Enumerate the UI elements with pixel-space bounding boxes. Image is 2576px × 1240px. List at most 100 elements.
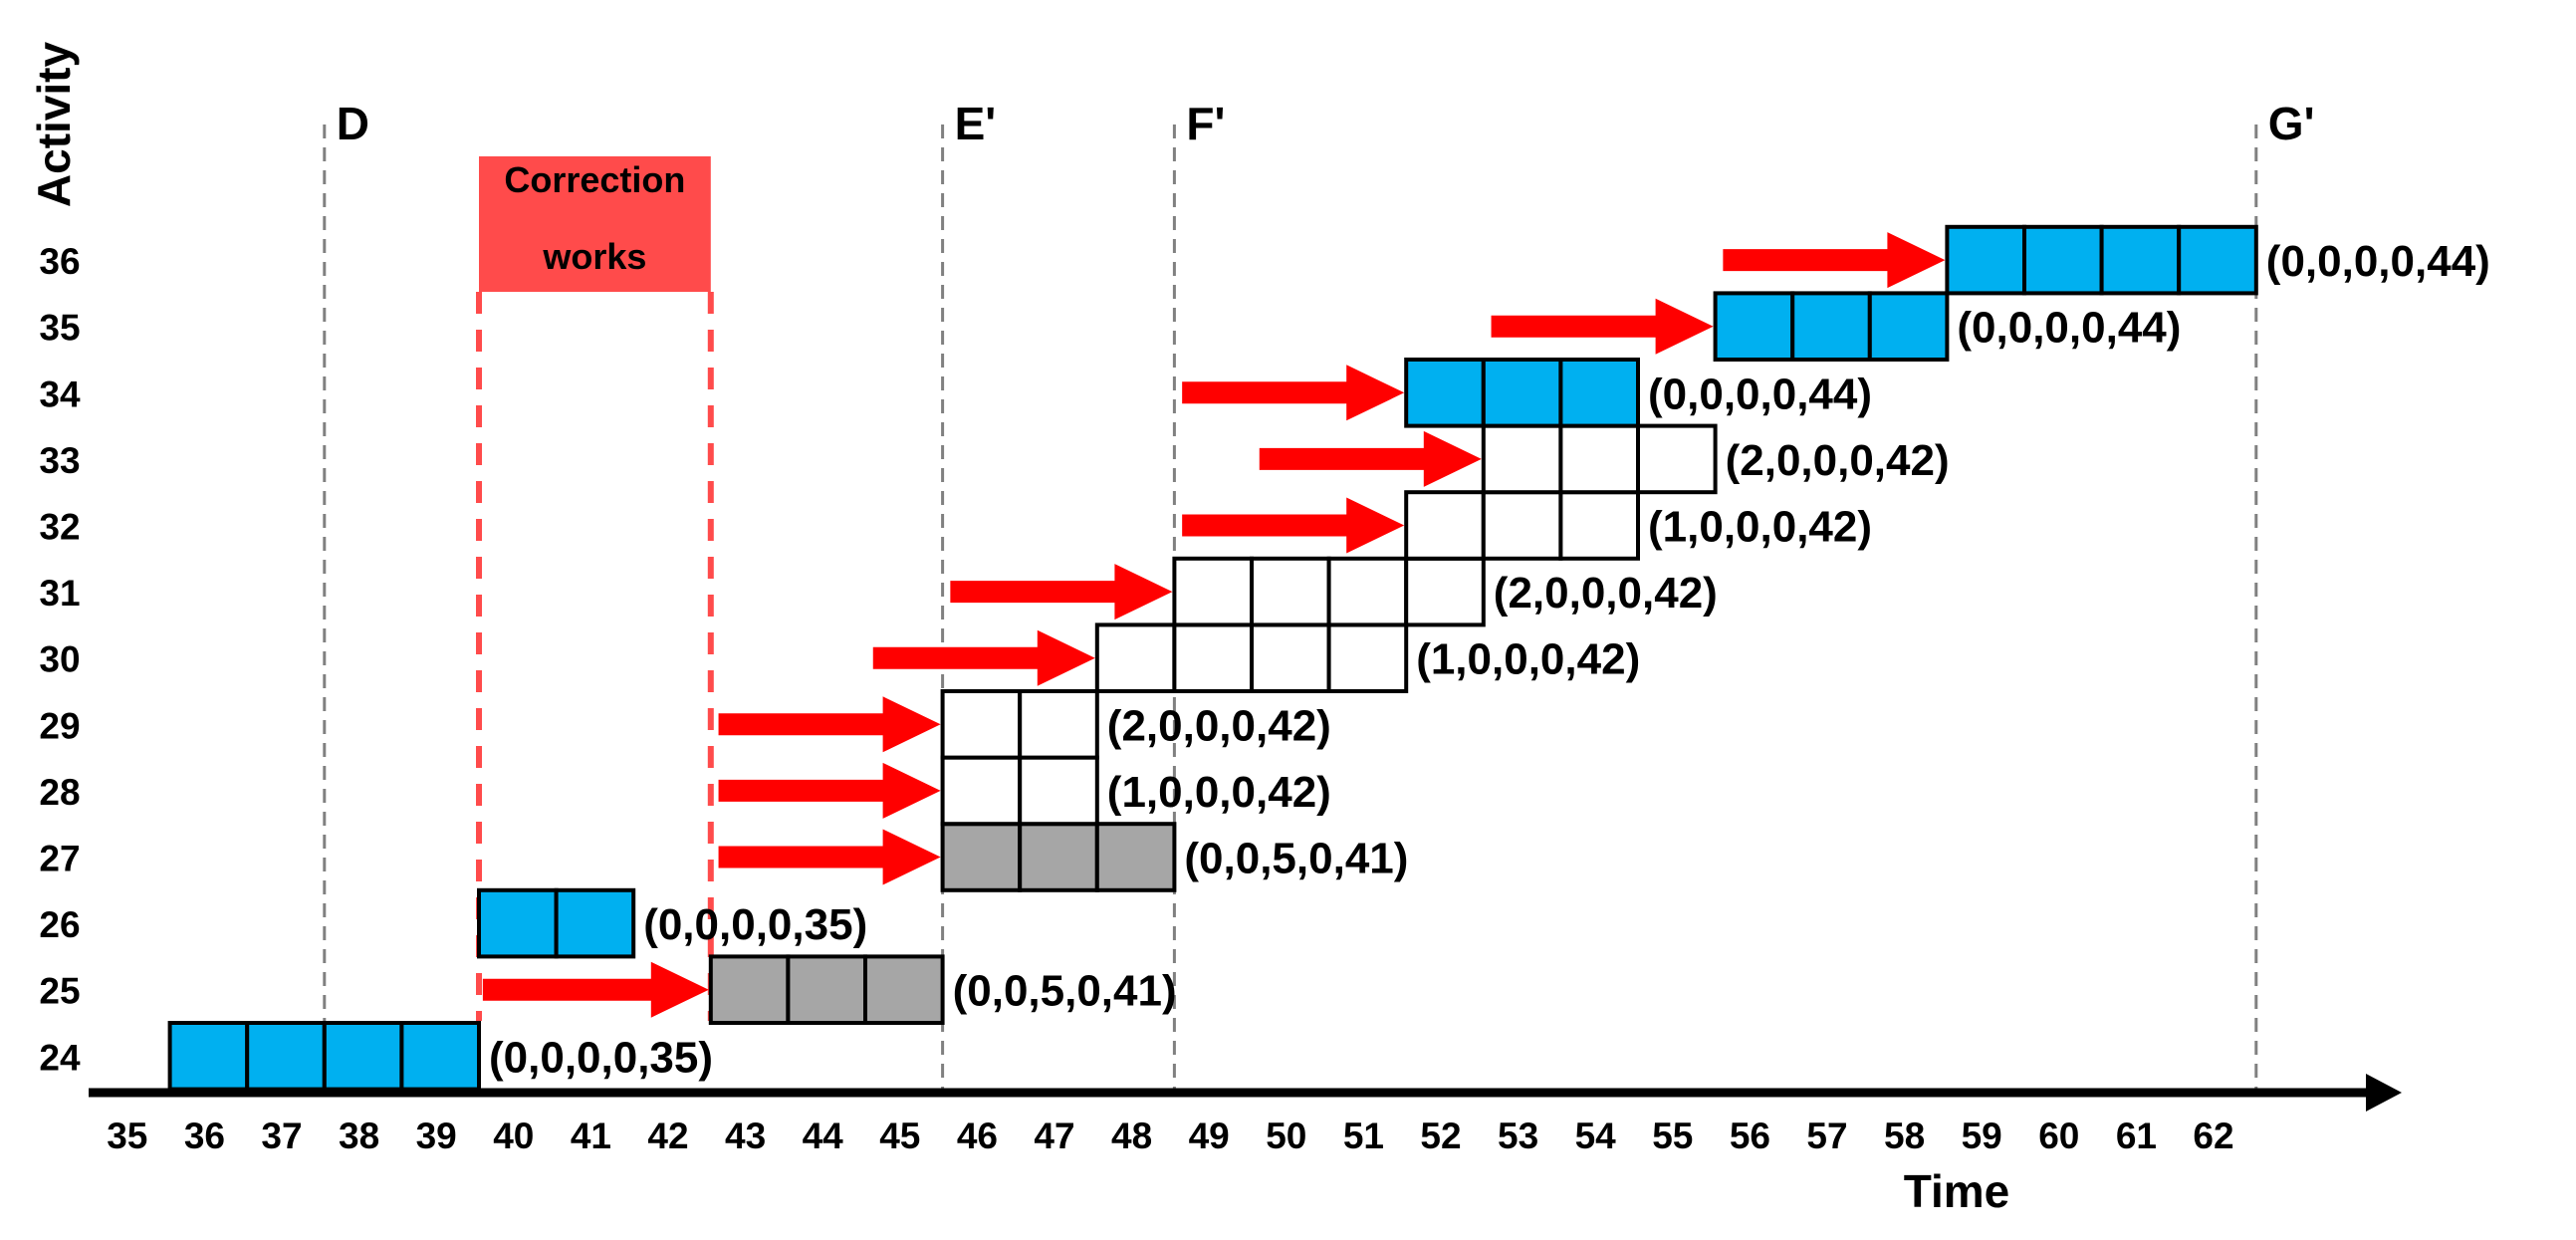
time-cell [1018, 689, 1099, 760]
x-tick-label: 50 [1266, 1116, 1306, 1156]
x-tick-label: 56 [1730, 1116, 1770, 1156]
x-tick-label: 49 [1189, 1116, 1230, 1156]
y-tick-label: 31 [39, 573, 80, 614]
x-tick-label: 57 [1806, 1116, 1847, 1156]
activity-bar-27: (0,0,5,0,41) [940, 822, 1408, 892]
time-cell [1172, 556, 1255, 627]
bar-state-label: (0,0,0,0,44) [1957, 304, 2181, 353]
time-cell [1250, 556, 1331, 627]
time-cell [1790, 291, 1872, 362]
activity-bar-34: (0,0,0,0,44) [1404, 358, 1872, 428]
activity-bar-32: (1,0,0,0,42) [1404, 490, 1872, 561]
x-tick-label: 53 [1498, 1116, 1538, 1156]
y-tick-label: 34 [39, 373, 81, 414]
y-tick-label: 35 [39, 308, 80, 349]
y-tick-label: 24 [39, 1037, 81, 1078]
x-tick-label: 52 [1420, 1116, 1461, 1156]
time-cell [2099, 224, 2182, 296]
x-tick-label: 37 [261, 1116, 302, 1156]
y-tick-label: 27 [39, 839, 80, 879]
shift-arrow-icon [718, 829, 941, 885]
time-cell [477, 887, 559, 959]
time-cell [1945, 224, 2027, 296]
activity-bars: (0,0,0,0,35) (0,0,5,0,41) (0,0,0,0,35) (0,0… [167, 224, 2490, 1092]
x-tick-label: 45 [879, 1116, 920, 1156]
y-tick-label: 36 [39, 241, 80, 282]
x-tick-label: 55 [1652, 1116, 1693, 1156]
shift-arrow-icon [872, 629, 1095, 686]
activity-bar-33: (2,0,0,0,42) [1481, 423, 1950, 495]
x-tick-label: 62 [2193, 1116, 2233, 1156]
x-tick-label: 51 [1343, 1116, 1384, 1156]
x-tick-label: 61 [2116, 1116, 2157, 1156]
y-axis-title: Activity [28, 42, 80, 208]
bar-state-label: (0,0,0,0,44) [2266, 237, 2490, 286]
time-cell [1172, 622, 1255, 694]
bar-state-label: (2,0,0,0,42) [1107, 701, 1331, 750]
x-axis [89, 1074, 2402, 1112]
x-tick-label: 39 [416, 1116, 457, 1156]
x-tick-label: 48 [1111, 1116, 1152, 1156]
x-tick-label: 42 [647, 1116, 688, 1156]
y-tick-label: 28 [39, 772, 80, 813]
shift-arrow-icon [1182, 365, 1405, 421]
time-cell [1558, 423, 1641, 495]
time-cell [940, 755, 1023, 827]
bar-state-label: (0,0,0,0,35) [489, 1033, 713, 1082]
activity-bar-24: (0,0,0,0,35) [167, 1021, 713, 1092]
x-tick-label: 41 [571, 1116, 611, 1156]
x-axis-title: Time [1904, 1165, 2010, 1217]
time-cell [1094, 822, 1177, 892]
bar-state-label: (0,0,5,0,41) [1184, 835, 1408, 883]
x-tick-label: 46 [957, 1116, 998, 1156]
x-tick-label: 59 [1962, 1116, 2002, 1156]
time-cell [1326, 556, 1409, 627]
time-cell [2022, 224, 2104, 296]
activity-bar-36: (0,0,0,0,44) [1945, 224, 2490, 296]
x-tick-label: 40 [493, 1116, 534, 1156]
time-cell [1018, 822, 1099, 892]
activity-bar-29: (2,0,0,0,42) [940, 689, 1331, 760]
time-cell [1404, 358, 1486, 428]
y-tick-label: 32 [39, 507, 80, 548]
shift-arrow-icon [1723, 232, 1946, 289]
shift-arrow-icon [718, 762, 941, 819]
correction-works-label-line1: Correction [504, 159, 685, 200]
time-cell [1018, 755, 1099, 827]
y-tick-labels: 24 25 26 27 28 29 30 31 32 33 34 35 36 [39, 241, 81, 1078]
bar-state-label: (0,0,0,0,35) [643, 900, 867, 949]
time-cell [322, 1021, 404, 1092]
bar-state-label: (2,0,0,0,42) [1494, 569, 1718, 618]
x-tick-label: 60 [2038, 1116, 2079, 1156]
correction-works-label-line2: works [542, 236, 646, 277]
time-cell [863, 954, 945, 1026]
x-tick-label: 35 [107, 1116, 147, 1156]
shift-arrow-icon [482, 961, 709, 1018]
time-cell [1481, 490, 1563, 561]
time-cell [1558, 490, 1641, 561]
y-tick-label: 29 [39, 705, 80, 746]
x-axis-arrowhead-icon [2366, 1074, 2402, 1112]
x-tick-label: 44 [803, 1116, 844, 1156]
time-cell [1404, 556, 1486, 627]
time-cell [1094, 622, 1177, 694]
x-tick-label: 36 [184, 1116, 225, 1156]
time-cell [1326, 622, 1409, 694]
x-tick-labels: 35 36 37 38 39 40 41 42 43 44 45 46 47 48 49 50 51 52 53 54… [107, 1116, 2233, 1156]
time-cell [245, 1021, 327, 1092]
bar-state-label: (1,0,0,0,42) [1648, 503, 1872, 552]
shift-arrow-icon [1182, 497, 1405, 554]
milestone-label: G' [2268, 98, 2315, 149]
time-cell [1867, 291, 1950, 362]
bar-state-label: (0,0,5,0,41) [953, 967, 1177, 1016]
time-cell [399, 1021, 481, 1092]
time-cell [940, 822, 1023, 892]
x-tick-label: 47 [1034, 1116, 1074, 1156]
time-cell [1404, 490, 1486, 561]
time-cell [554, 887, 636, 959]
activity-bar-28: (1,0,0,0,42) [940, 755, 1331, 827]
y-tick-label: 30 [39, 639, 80, 680]
shift-arrow-icon [1259, 430, 1482, 487]
time-cell [940, 689, 1023, 760]
